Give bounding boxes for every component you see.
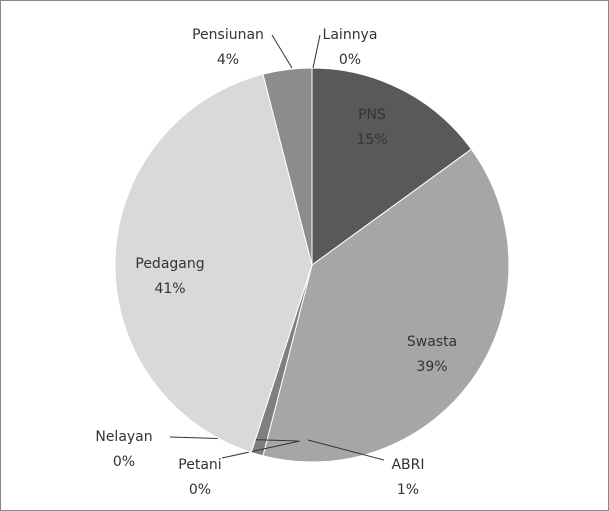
pie-slice (262, 148, 510, 463)
slice-value-label: 0% (189, 482, 211, 498)
slice-label: Pensiunan (192, 27, 264, 43)
leader-line (221, 440, 301, 459)
slice-label: ABRI (391, 457, 424, 473)
slice-value-label: 0% (113, 454, 135, 470)
pie-slice (114, 73, 313, 453)
slice-value-label: 4% (217, 52, 239, 68)
slice-value-label: 15% (356, 132, 387, 148)
slice-label: Nelayan (95, 429, 152, 445)
slice-label: Swasta (407, 334, 457, 350)
slice-value-label: 1% (397, 482, 419, 498)
slice-label: PNS (358, 107, 386, 123)
slice-label: Pedagang (135, 256, 204, 272)
leader-line (307, 439, 385, 461)
leader-line (271, 34, 293, 69)
slice-label: Petani (178, 457, 221, 473)
slice-label: Lainnya (323, 27, 378, 43)
slice-value-label: 0% (339, 52, 361, 68)
leader-line (312, 34, 321, 69)
pie-slice (311, 67, 473, 266)
slice-value-label: 39% (416, 359, 447, 375)
slice-value-label: 41% (154, 281, 185, 297)
